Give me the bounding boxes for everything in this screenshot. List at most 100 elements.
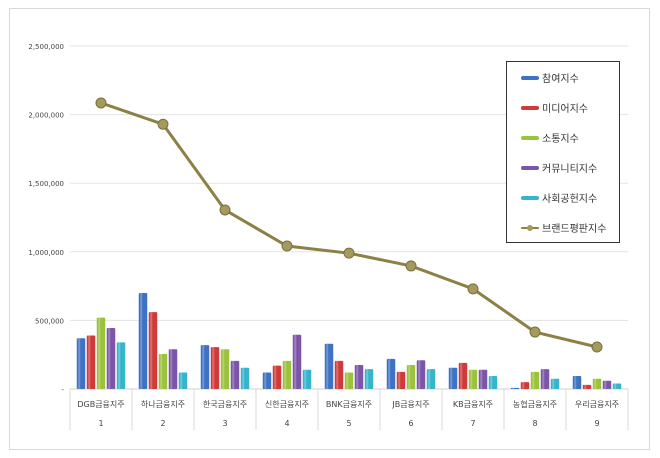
bar-2 — [86, 335, 96, 389]
bar-2 — [272, 365, 282, 389]
bar-highlight — [614, 383, 617, 389]
legend-swatch — [521, 75, 539, 80]
bar-highlight — [274, 365, 277, 389]
legend-item: 미디어지수 — [521, 100, 588, 115]
line-point — [591, 341, 603, 353]
legend-swatch — [521, 165, 539, 170]
bar-highlight — [202, 345, 205, 389]
bar-highlight — [284, 360, 287, 389]
bar-highlight — [604, 380, 607, 389]
bar-highlight — [490, 375, 493, 389]
bar-highlight — [480, 369, 483, 389]
y-tick-label: 1,500,000 — [28, 180, 64, 188]
bar-5 — [364, 369, 374, 389]
bar-1 — [510, 387, 520, 389]
legend-item: 소통지수 — [521, 130, 579, 145]
bar-5 — [488, 375, 498, 389]
bar-4 — [416, 360, 426, 389]
bar-3 — [282, 360, 292, 389]
bar-3 — [158, 354, 168, 389]
bar-1 — [76, 338, 86, 389]
bar-3 — [96, 317, 106, 389]
category-number: 2 — [160, 419, 165, 428]
bar-highlight — [428, 369, 431, 389]
bar-highlight — [408, 364, 411, 389]
bar-3 — [592, 378, 602, 389]
line-point — [157, 118, 169, 130]
category-label: 한국금융지주 — [203, 400, 247, 409]
line-point — [467, 283, 479, 295]
bar-highlight — [170, 349, 173, 389]
bar-highlight — [326, 343, 329, 389]
bar-highlight — [584, 384, 587, 389]
bar-highlight — [346, 372, 349, 389]
bar-highlight — [140, 292, 143, 389]
y-tick-label: 2,500,000 — [28, 43, 64, 51]
line-point — [529, 326, 541, 338]
line-point — [343, 247, 355, 259]
bar-3 — [530, 371, 540, 389]
legend-item: 커뮤니티지수 — [521, 160, 597, 175]
bar-1 — [386, 358, 396, 389]
bar-2 — [396, 371, 406, 389]
line-point — [219, 204, 231, 216]
bar-3 — [406, 364, 416, 389]
category-number: 4 — [284, 419, 289, 428]
bar-highlight — [222, 349, 225, 389]
bar-highlight — [512, 387, 515, 389]
y-tick-label: 1,000,000 — [28, 249, 64, 257]
bar-highlight — [450, 367, 453, 389]
bar-3 — [220, 349, 230, 389]
legend-item: 사회공헌지수 — [521, 190, 597, 205]
bar-highlight — [150, 312, 153, 389]
bar-5 — [116, 342, 126, 389]
bar-2 — [334, 360, 344, 389]
bar-1 — [572, 375, 582, 389]
bar-4 — [602, 380, 612, 389]
legend-label: 소통지수 — [542, 134, 579, 145]
legend-swatch — [521, 195, 539, 200]
bar-5 — [426, 369, 436, 389]
bar-highlight — [522, 382, 525, 389]
legend: 참여지수 미디어지수 소통지수 커뮤니티지수 사회공헌지수 브랜드평판지수 — [506, 61, 620, 243]
category-label: BNK금융지주 — [326, 400, 372, 409]
bar-2 — [148, 312, 158, 389]
bar-1 — [324, 343, 334, 389]
category-number: 6 — [408, 419, 413, 428]
bar-highlight — [418, 360, 421, 389]
bar-3 — [468, 369, 478, 389]
bar-highlight — [88, 335, 91, 389]
category-label: 농협금융지주 — [513, 399, 557, 409]
bar-highlight — [78, 338, 81, 389]
bar-1 — [262, 372, 272, 389]
y-tick-label: 2,000,000 — [28, 112, 64, 120]
bar-2 — [210, 347, 220, 389]
bar-highlight — [180, 372, 183, 389]
bar-5 — [612, 383, 622, 389]
bar-3 — [344, 372, 354, 389]
bar-5 — [178, 372, 188, 389]
category-number: 5 — [346, 419, 351, 428]
category-label: 우리금융지주 — [575, 400, 619, 409]
bar-highlight — [212, 347, 215, 389]
bar-highlight — [294, 334, 297, 389]
bar-highlight — [264, 372, 267, 389]
bar-highlight — [398, 371, 401, 389]
bar-4 — [540, 369, 550, 389]
bar-highlight — [242, 367, 245, 389]
chart-frame — [9, 8, 650, 450]
legend-label: 사회공헌지수 — [542, 194, 598, 205]
bar-highlight — [470, 369, 473, 389]
bar-highlight — [160, 354, 163, 389]
bar-2 — [582, 384, 592, 389]
bar-4 — [292, 334, 302, 389]
bar-4 — [354, 364, 364, 389]
bar-5 — [240, 367, 250, 389]
category-number: 3 — [222, 419, 227, 428]
bar-1 — [138, 292, 148, 389]
legend-swatch — [521, 135, 539, 140]
category-label: KB금융지주 — [453, 400, 493, 409]
category-label: JB금융지주 — [391, 400, 429, 409]
category-number: 1 — [98, 419, 103, 428]
